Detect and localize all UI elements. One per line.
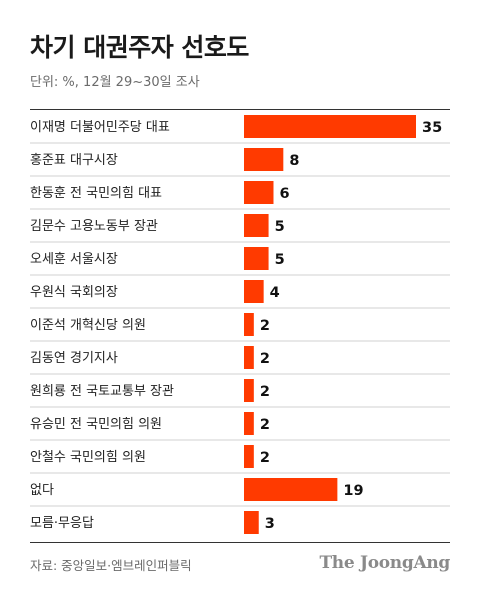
category-label: 김동연 경기지사 [30, 351, 118, 366]
bar [244, 115, 416, 138]
bar [244, 412, 254, 435]
top-divider [30, 109, 450, 110]
bar [244, 313, 254, 336]
value-label: 4 [270, 285, 280, 301]
bar [244, 478, 338, 501]
bar [244, 379, 254, 402]
value-label: 5 [275, 252, 285, 268]
value-label: 35 [422, 120, 442, 136]
value-label: 2 [260, 384, 270, 400]
value-label: 2 [260, 417, 270, 433]
category-label: 한동훈 전 국민의힘 대표 [30, 186, 162, 201]
category-label: 오세훈 서울시장 [30, 252, 118, 267]
category-label: 우원식 국회의장 [30, 285, 118, 300]
chart-title: 차기 대권주자 선호도 [30, 33, 249, 62]
category-label: 유승민 전 국민의힘 의원 [30, 417, 162, 432]
category-label: 김문수 고용노동부 장관 [30, 219, 158, 234]
source-note: 자료: 중앙일보·엠브레인퍼블릭 [30, 558, 192, 573]
bar [244, 511, 259, 534]
bar [244, 280, 264, 303]
category-label: 모름·무응답 [30, 516, 94, 531]
value-label: 3 [265, 516, 275, 532]
bar [244, 148, 284, 171]
brand-logo: The JoongAng [319, 553, 450, 573]
value-label: 19 [343, 483, 363, 499]
bar [244, 247, 269, 270]
value-label: 2 [260, 351, 270, 367]
value-label: 8 [289, 153, 299, 169]
value-label: 2 [260, 318, 270, 334]
value-label: 6 [279, 186, 289, 202]
category-label: 이준석 개혁신당 의원 [30, 318, 146, 333]
category-label: 이재명 더불어민주당 대표 [30, 120, 170, 135]
value-label: 2 [260, 450, 270, 466]
value-label: 5 [275, 219, 285, 235]
category-label: 없다 [30, 483, 54, 498]
chart-subtitle: 단위: %, 12월 29~30일 조사 [30, 75, 200, 90]
bar [244, 346, 254, 369]
category-label: 홍준표 대구시장 [30, 153, 118, 168]
category-label: 원희룡 전 국토교통부 장관 [30, 384, 174, 399]
bar [244, 214, 269, 237]
bar [244, 181, 274, 204]
bar [244, 445, 254, 468]
category-label: 안철수 국민의힘 의원 [30, 450, 146, 465]
bottom-divider [30, 542, 450, 543]
